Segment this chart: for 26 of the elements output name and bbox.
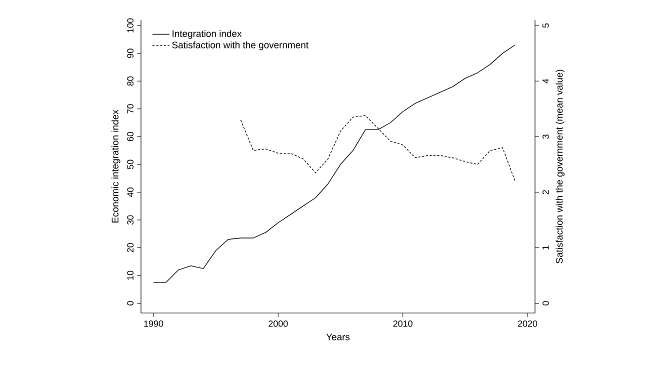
y-tick-label: 20 [127, 243, 134, 252]
y2-tick-label: 3 [542, 134, 549, 139]
y-tick-label: 40 [127, 188, 134, 197]
x-tick-label: 2020 [518, 320, 538, 327]
y-tick-label: 10 [127, 270, 134, 280]
y-tick-label: 0 [127, 301, 134, 306]
y-tick-label: 50 [127, 160, 134, 170]
y2-tick-label: 4 [542, 78, 549, 84]
x-tick-label: 2000 [268, 320, 288, 327]
y2-tick-label: 5 [542, 23, 549, 28]
y-tick-label: 100 [127, 18, 134, 32]
y-tick-label: 90 [127, 48, 134, 58]
y2-tick-label: 0 [542, 301, 549, 306]
y-tick-label: 30 [127, 215, 134, 225]
legend-label: Integration index [172, 30, 242, 39]
y2-axis-title: Satisfaction with the government (mean value) [556, 70, 565, 264]
x-axis-title: Years [326, 334, 350, 340]
legend-label: Satisfaction with the government [172, 41, 308, 50]
y2-tick-label: 2 [542, 190, 549, 194]
x-tick-label: 2010 [393, 320, 412, 327]
x-tick-label: 1990 [144, 320, 164, 327]
y2-tick-label: 1 [542, 246, 549, 250]
y-tick-label: 60 [127, 132, 134, 142]
y-tick-label: 70 [127, 104, 134, 114]
y-tick-label: 80 [127, 76, 134, 86]
y-axis-title: Economic integration index [111, 110, 120, 223]
